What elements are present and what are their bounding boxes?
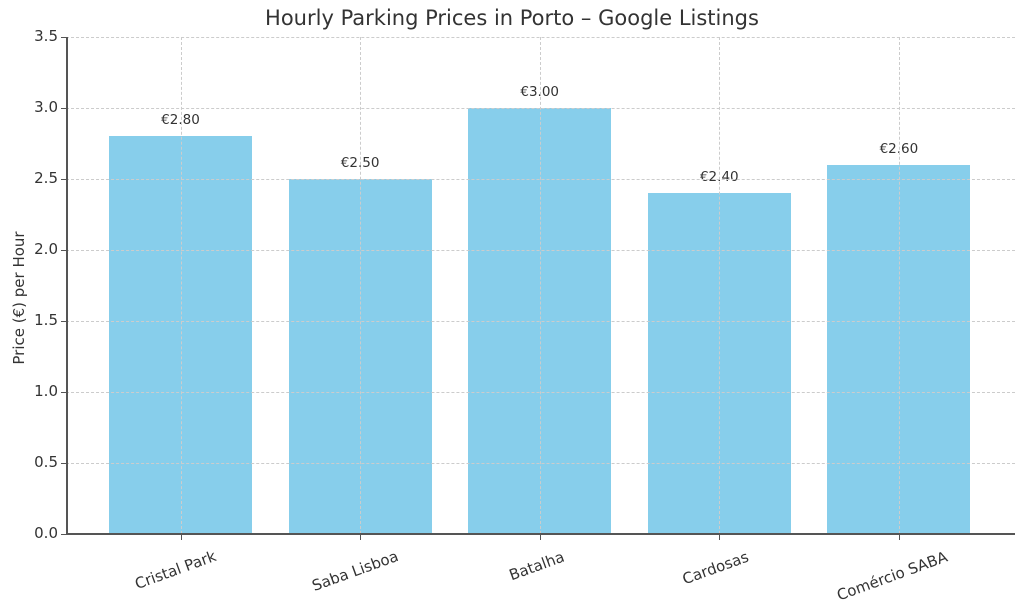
y-tick-label: 3.0 <box>34 98 58 116</box>
y-tick-mark <box>61 463 66 464</box>
plot-area: €2.80 €2.50 €3.00 €2.40 €2.60 0.0 0.5 1.0 1.5 2.… <box>34 27 1015 604</box>
y-tick-label: 2.0 <box>34 240 58 258</box>
x-tick-mark <box>719 535 721 540</box>
y-axis-line <box>66 37 68 535</box>
vertical-gridline <box>719 37 721 534</box>
y-tick-mark <box>61 392 66 393</box>
x-tick-label: Cristal Park <box>132 547 219 594</box>
y-tick-mark <box>61 108 66 109</box>
x-tick-label: Cardosas <box>679 547 751 588</box>
vertical-gridline <box>898 37 900 534</box>
x-tick-label: Comércio SABA <box>834 547 950 605</box>
vertical-gridline <box>360 37 362 534</box>
y-tick-label: 1.5 <box>34 311 58 329</box>
x-tick-mark <box>898 535 900 540</box>
y-tick-label: 3.5 <box>34 27 58 45</box>
vertical-gridline <box>180 37 182 534</box>
y-tick-label: 0.5 <box>34 453 58 471</box>
x-tick-mark <box>539 535 541 540</box>
x-tick-mark <box>360 535 362 540</box>
x-tick-label: Batalha <box>506 547 567 584</box>
y-tick-label: 0.0 <box>34 524 58 542</box>
x-axis-line <box>66 533 1015 535</box>
vertical-gridline <box>539 37 541 534</box>
y-tick-mark <box>61 321 66 322</box>
y-tick-mark <box>61 250 66 251</box>
y-tick-label: 2.5 <box>34 169 58 187</box>
y-tick-mark <box>61 534 66 535</box>
y-tick-label: 1.0 <box>34 382 58 400</box>
x-tick-mark <box>180 535 182 540</box>
y-tick-mark <box>61 179 66 180</box>
x-tick-label: Saba Lisboa <box>309 547 401 596</box>
y-tick-mark <box>61 37 66 38</box>
chart-title: Hourly Parking Prices in Porto – Google … <box>265 6 759 30</box>
